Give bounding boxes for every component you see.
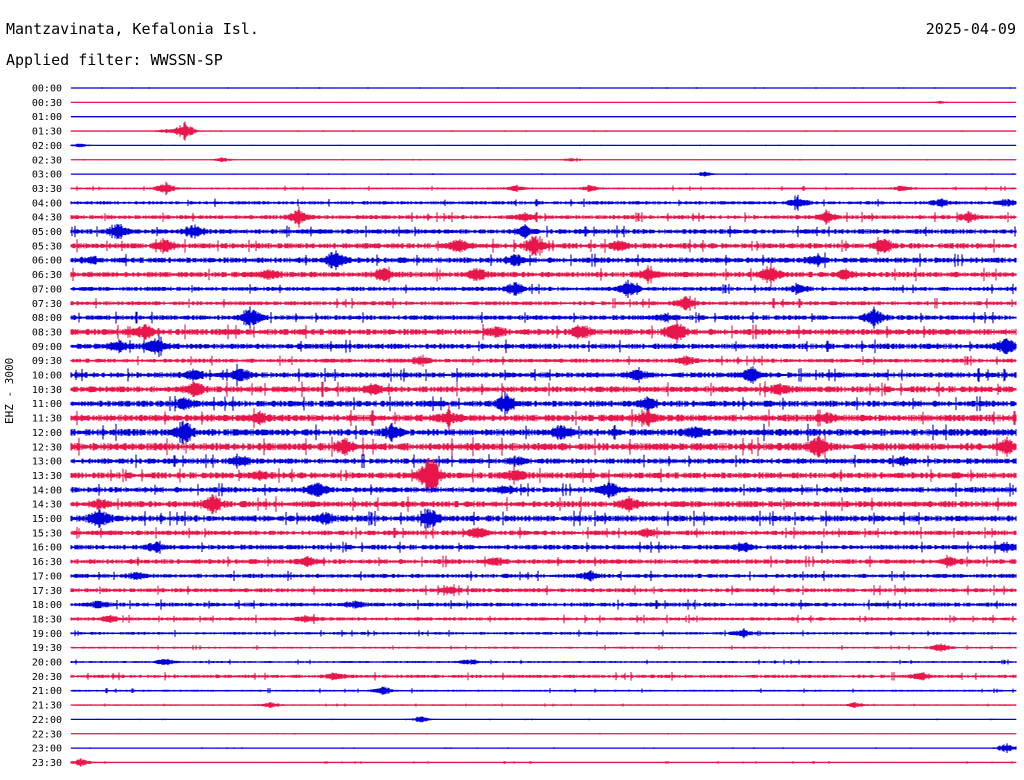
time-label-0000: 00:00: [32, 84, 62, 95]
time-label-1600: 16:00: [32, 543, 62, 554]
filter-label: Applied filter: WWSSN-SP: [6, 51, 223, 69]
time-label-0400: 04:00: [32, 198, 62, 209]
time-label-0130: 01:30: [32, 127, 62, 138]
time-label-1900: 19:00: [32, 629, 62, 640]
time-label-1330: 13:30: [32, 471, 62, 482]
time-label-0900: 09:00: [32, 342, 62, 353]
time-label-1300: 13:00: [32, 457, 62, 468]
time-label-1130: 11:30: [32, 414, 62, 425]
time-label-0730: 07:30: [32, 299, 62, 310]
time-label-1200: 12:00: [32, 428, 62, 439]
time-label-1230: 12:30: [32, 442, 62, 453]
time-label-1100: 11:00: [32, 399, 62, 410]
station-name: Mantzavinata, Kefalonia Isl.: [6, 20, 259, 38]
time-label-0330: 03:30: [32, 184, 62, 195]
time-label-0300: 03:00: [32, 170, 62, 181]
time-label-1530: 15:30: [32, 528, 62, 539]
time-label-1400: 14:00: [32, 485, 62, 496]
time-label-1430: 14:30: [32, 500, 62, 511]
channel-label: EHZ - 3000: [3, 357, 16, 424]
time-label-2230: 22:30: [32, 729, 62, 740]
time-label-2200: 22:00: [32, 715, 62, 726]
time-label-0630: 06:30: [32, 270, 62, 281]
time-label-2330: 23:30: [32, 758, 62, 769]
time-label-0830: 08:30: [32, 327, 62, 338]
time-label-1930: 19:30: [32, 643, 62, 654]
time-label-0100: 01:00: [32, 112, 62, 123]
time-label-2000: 20:00: [32, 658, 62, 669]
time-label-0530: 05:30: [32, 241, 62, 252]
time-label-2300: 23:00: [32, 744, 62, 755]
time-label-1700: 17:00: [32, 571, 62, 582]
time-label-1830: 18:30: [32, 614, 62, 625]
time-label-0200: 02:00: [32, 141, 62, 152]
time-label-0030: 00:30: [32, 98, 62, 109]
time-label-1000: 10:00: [32, 371, 62, 382]
time-label-0930: 09:30: [32, 356, 62, 367]
time-label-1730: 17:30: [32, 586, 62, 597]
time-label-0230: 02:30: [32, 155, 62, 166]
time-label-0700: 07:00: [32, 284, 62, 295]
time-label-1030: 10:30: [32, 385, 62, 396]
record-date: 2025-04-09: [925, 20, 1016, 38]
time-label-1500: 15:00: [32, 514, 62, 525]
time-label-0800: 08:00: [32, 313, 62, 324]
time-label-2030: 20:30: [32, 672, 62, 683]
time-label-1800: 18:00: [32, 600, 62, 611]
time-label-2100: 21:00: [32, 686, 62, 697]
time-label-2130: 21:30: [32, 701, 62, 712]
time-label-1630: 16:30: [32, 557, 62, 568]
time-label-0430: 04:30: [32, 213, 62, 224]
time-label-0600: 06:00: [32, 256, 62, 267]
time-label-0500: 05:00: [32, 227, 62, 238]
